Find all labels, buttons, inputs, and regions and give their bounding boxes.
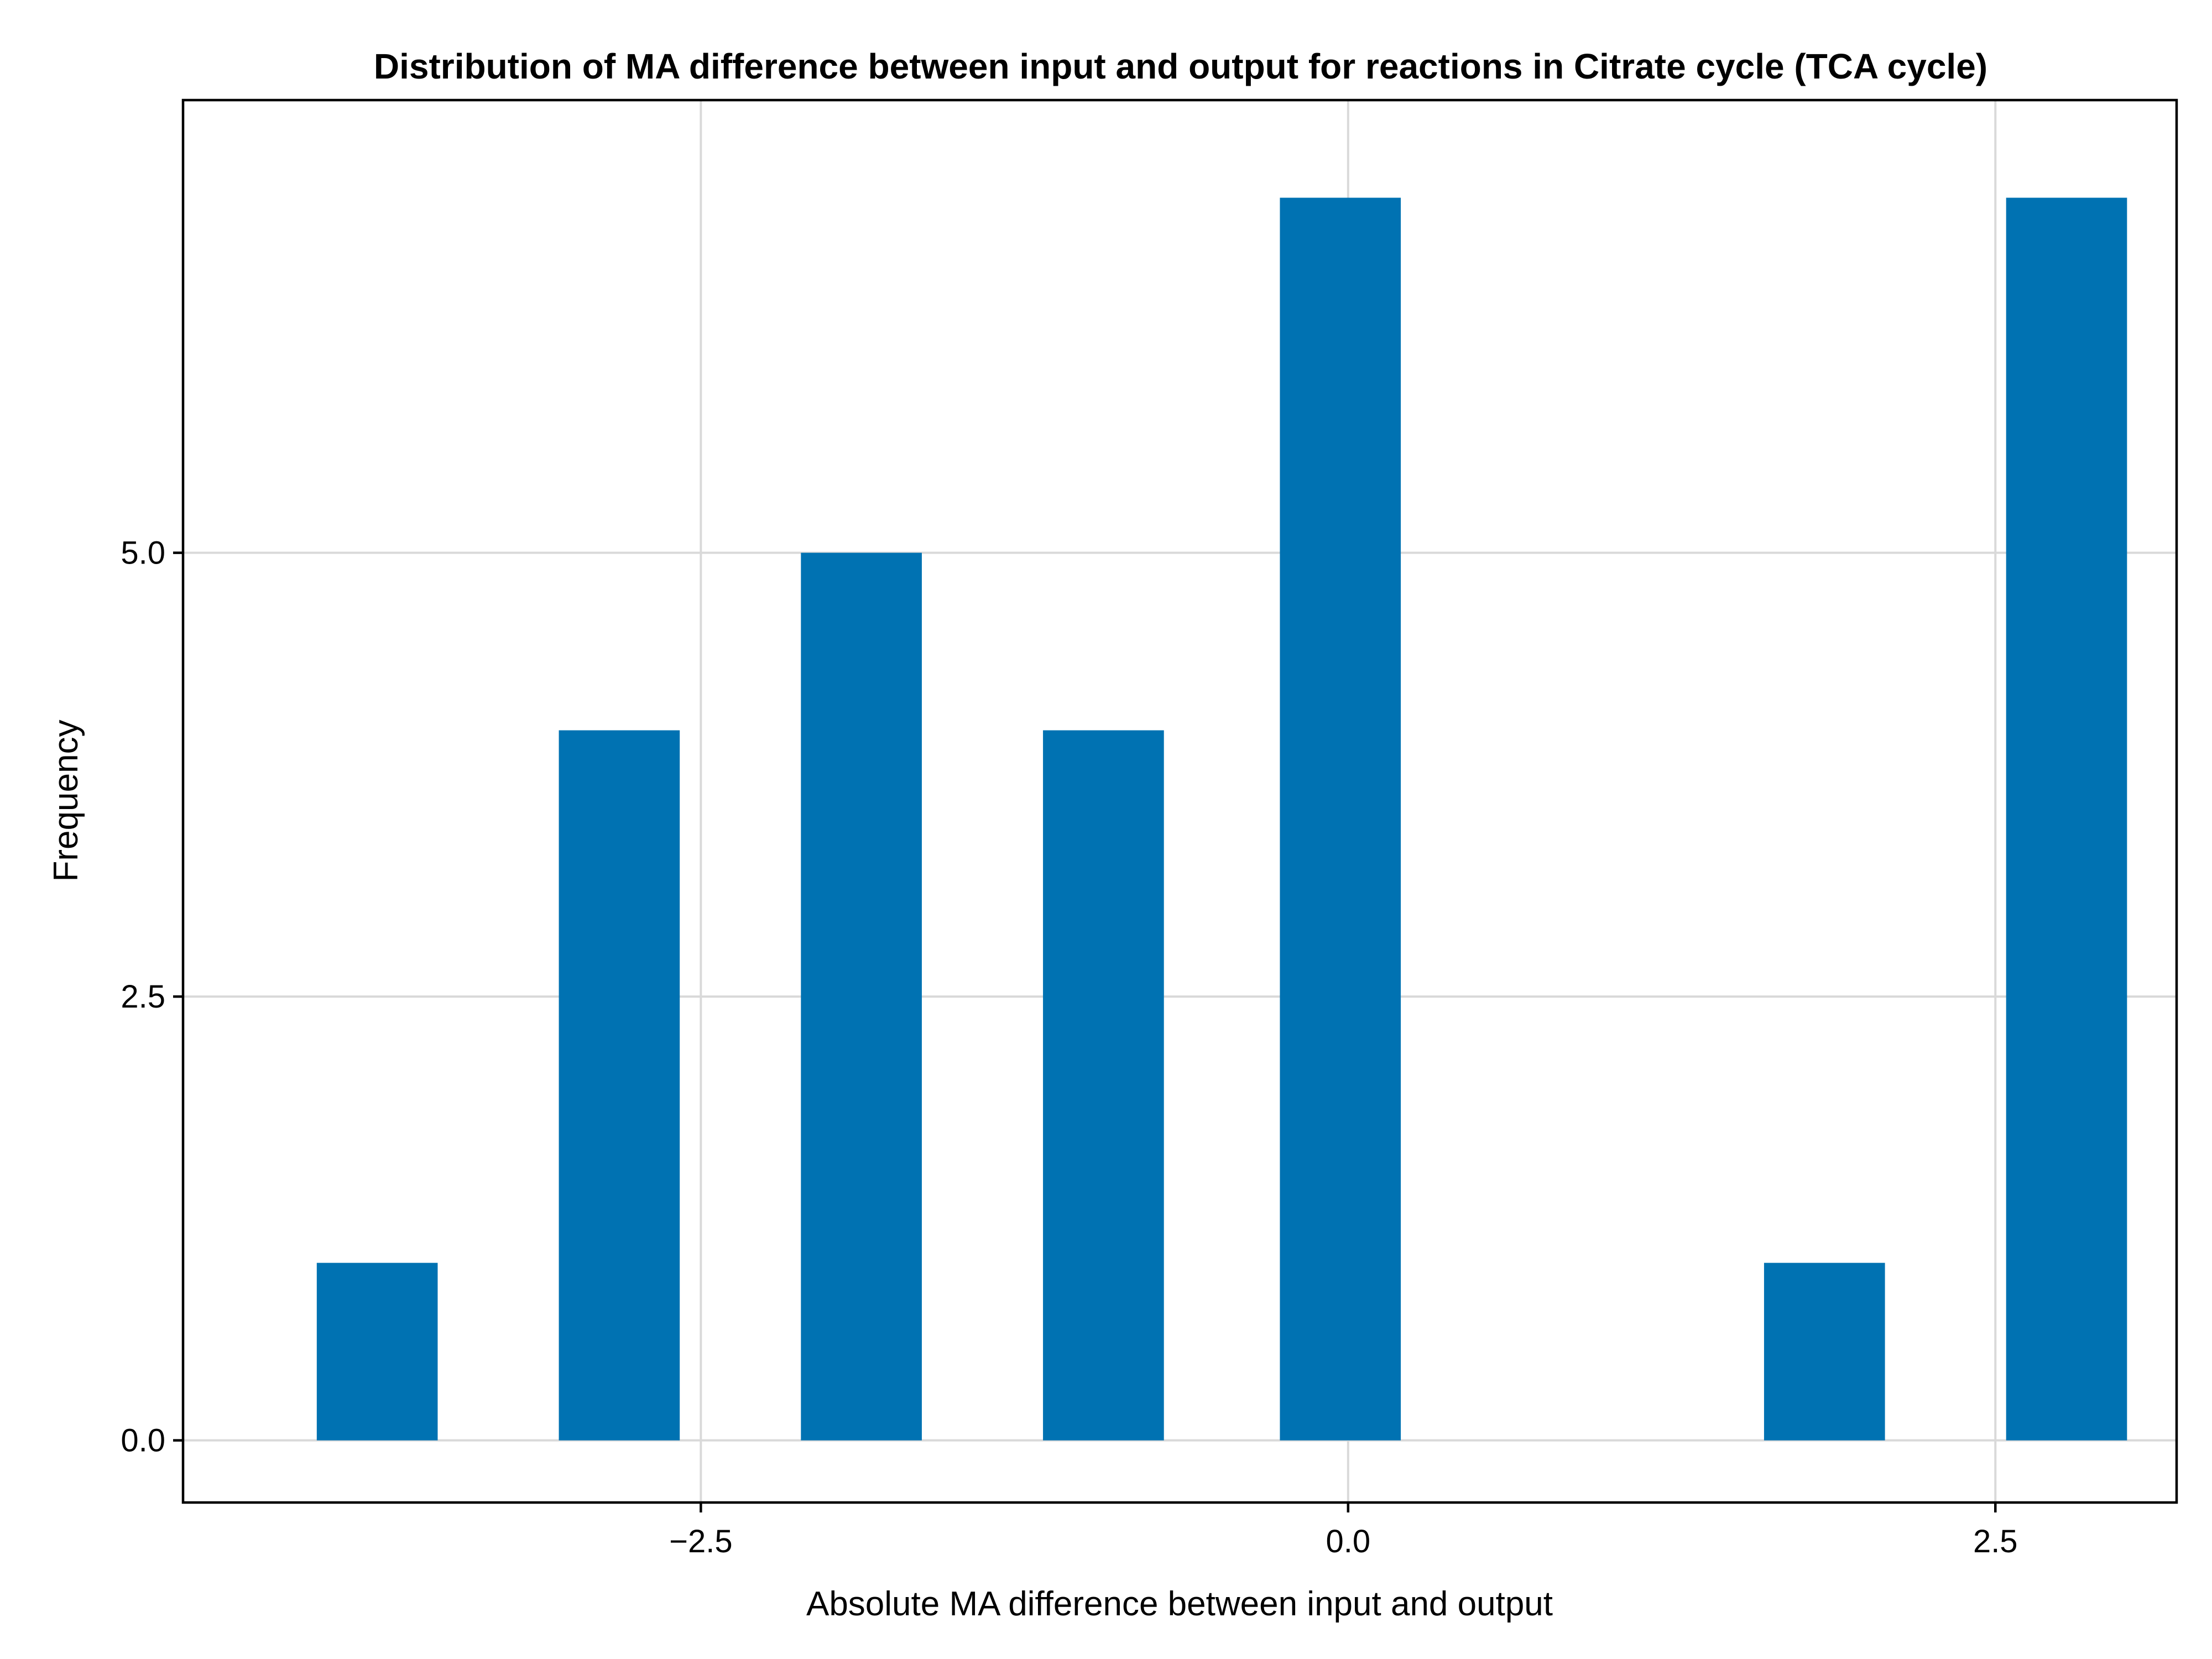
histogram-bar-6 — [2006, 197, 2127, 1441]
histogram-bar-0 — [316, 1262, 438, 1441]
histogram-bar-5 — [1764, 1262, 1885, 1441]
x-tick-label-0: −2.5 — [669, 1524, 733, 1559]
bars — [316, 197, 2127, 1441]
x-tick-label-1: 0.0 — [1326, 1524, 1370, 1559]
y-tick-label-0: 0.0 — [121, 1423, 165, 1459]
histogram-bar-4 — [1280, 197, 1401, 1441]
histogram-bar-3 — [1043, 730, 1164, 1441]
x-axis-label: Absolute MA difference between input and… — [806, 1585, 1553, 1623]
plot-frame — [181, 98, 2178, 1504]
axis-ticks: −2.5 0.0 2.5 0.0 2.5 5.0 — [121, 535, 2017, 1559]
y-tick-label-1: 2.5 — [121, 979, 165, 1015]
y-tick-label-2: 5.0 — [121, 535, 165, 571]
histogram-bar-1 — [559, 730, 680, 1441]
histogram-bar-2 — [801, 552, 922, 1441]
y-axis-label: Frequency — [47, 720, 85, 882]
x-tick-label-2: 2.5 — [1973, 1524, 2018, 1559]
chart-title: Distribution of MA difference between in… — [374, 46, 1987, 86]
